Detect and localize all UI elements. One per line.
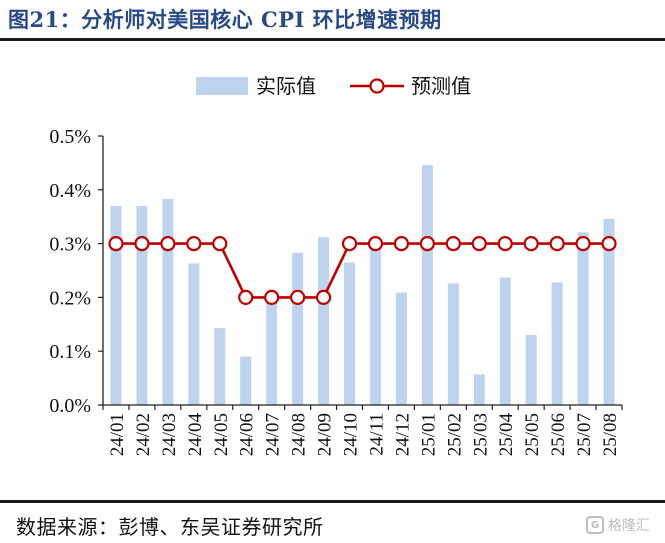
- forecast-line-series: [108, 236, 617, 305]
- forecast-marker-24/07: [264, 289, 280, 305]
- forecast-marker-24/12: [393, 236, 410, 252]
- x-tick-label: 24/06: [237, 413, 258, 456]
- watermark-logo-icon: G: [586, 516, 604, 534]
- x-tick-label: 24/08: [289, 413, 310, 456]
- bar-24/09: [318, 237, 330, 405]
- bar-24/01: [110, 205, 122, 405]
- legend-bar-label: 实际值: [256, 75, 316, 98]
- forecast-marker-25/03: [471, 236, 487, 252]
- forecast-marker-25/07: [575, 236, 591, 252]
- y-tick-label: 0.2%: [49, 287, 91, 309]
- forecast-marker-24/11: [367, 236, 384, 252]
- bar-24/11: [369, 240, 381, 405]
- chart-title: 图21：分析师对美国核心 CPI 环比增速预期: [8, 7, 442, 32]
- forecast-marker-24/02: [134, 236, 150, 252]
- bar-25/03: [473, 374, 485, 405]
- forecast-marker-25/08: [601, 236, 617, 252]
- x-tick-label: 24/12: [392, 413, 413, 456]
- x-tick-label: 24/03: [159, 413, 180, 456]
- forecast-marker-24/06: [238, 289, 254, 305]
- y-tick-label: 0.3%: [49, 234, 91, 256]
- forecast-marker-25/02: [445, 236, 461, 252]
- title-divider: [0, 38, 665, 41]
- legend-line-label: 预测值: [411, 75, 471, 98]
- x-tick-label: 25/08: [600, 413, 621, 456]
- bar-series: [110, 165, 615, 405]
- forecast-marker-24/08: [290, 289, 306, 305]
- y-tick-labels: 0.0% 0.1% 0.2% 0.3% 0.4% 0.5%: [49, 126, 91, 417]
- bar-24/04: [188, 263, 200, 405]
- bar-24/02: [136, 205, 148, 405]
- x-tick-label: 25/03: [470, 413, 491, 456]
- forecast-marker-24/10: [341, 236, 358, 252]
- bar-24/08: [292, 252, 304, 405]
- forecast-marker-24/03: [160, 236, 176, 252]
- bar-25/07: [577, 232, 589, 405]
- x-tick-label: 24/01: [107, 413, 128, 456]
- bar-25/08: [603, 218, 615, 405]
- y-tick-label: 0.5%: [49, 126, 91, 148]
- forecast-marker-24/04: [186, 236, 202, 252]
- x-tick-label: 24/04: [185, 413, 206, 457]
- x-tick-label: 24/02: [133, 413, 154, 456]
- x-tick-label: 24/05: [211, 413, 232, 456]
- x-tick-labels: 24/01 24/02 24/03 24/04 24/05 24/06 24/07 24/08…: [107, 413, 621, 457]
- x-tick-label: 25/07: [574, 413, 595, 456]
- y-tick-label: 0.4%: [49, 180, 91, 202]
- x-tick-label: 24/10: [341, 413, 362, 456]
- legend-line-marker: [369, 78, 385, 94]
- axes: [98, 135, 623, 410]
- forecast-marker-25/05: [523, 236, 539, 252]
- x-tick-label: 25/06: [548, 413, 569, 456]
- bar-24/05: [214, 328, 226, 405]
- forecast-marker-25/04: [497, 236, 513, 252]
- legend-bar-swatch: [196, 77, 248, 95]
- x-tick-label: 24/11: [366, 413, 387, 456]
- forecast-marker-24/09: [315, 289, 332, 305]
- bar-25/05: [525, 335, 537, 405]
- forecast-marker-24/01: [108, 236, 124, 252]
- bar-24/10: [344, 262, 356, 405]
- forecast-marker-25/01: [419, 236, 435, 252]
- watermark: G 格隆汇: [586, 514, 660, 536]
- x-tick-label: 25/05: [522, 413, 543, 456]
- legend: 实际值 预测值: [196, 75, 471, 98]
- bar-25/02: [447, 283, 459, 405]
- bar-24/03: [162, 198, 174, 405]
- forecast-marker-25/06: [549, 236, 565, 252]
- bar-25/06: [551, 282, 563, 405]
- y-tick-label: 0.1%: [49, 341, 91, 363]
- bar-24/07: [266, 302, 278, 405]
- bar-24/06: [240, 356, 252, 405]
- chart: 实际值 预测值 24/01 24/02 24/03 24/04 24/05 24/06 24/…: [49, 75, 623, 457]
- x-tick-label: 25/02: [444, 413, 465, 456]
- x-tick-label: 24/09: [315, 413, 336, 456]
- forecast-marker-24/05: [212, 236, 228, 252]
- x-tick-label: 25/04: [496, 413, 517, 457]
- x-tick-label: 25/01: [418, 413, 439, 456]
- bar-25/04: [499, 277, 511, 405]
- bar-25/01: [421, 165, 433, 405]
- source-note: 数据来源：彭博、东吴证券研究所: [16, 515, 324, 539]
- bar-24/12: [395, 292, 407, 405]
- footer-divider: [0, 500, 665, 503]
- title-bar: 图21：分析师对美国核心 CPI 环比增速预期: [0, 0, 665, 38]
- watermark-text: 格隆汇: [608, 518, 650, 534]
- x-tick-label: 24/07: [263, 413, 284, 456]
- y-tick-label: 0.0%: [49, 395, 91, 417]
